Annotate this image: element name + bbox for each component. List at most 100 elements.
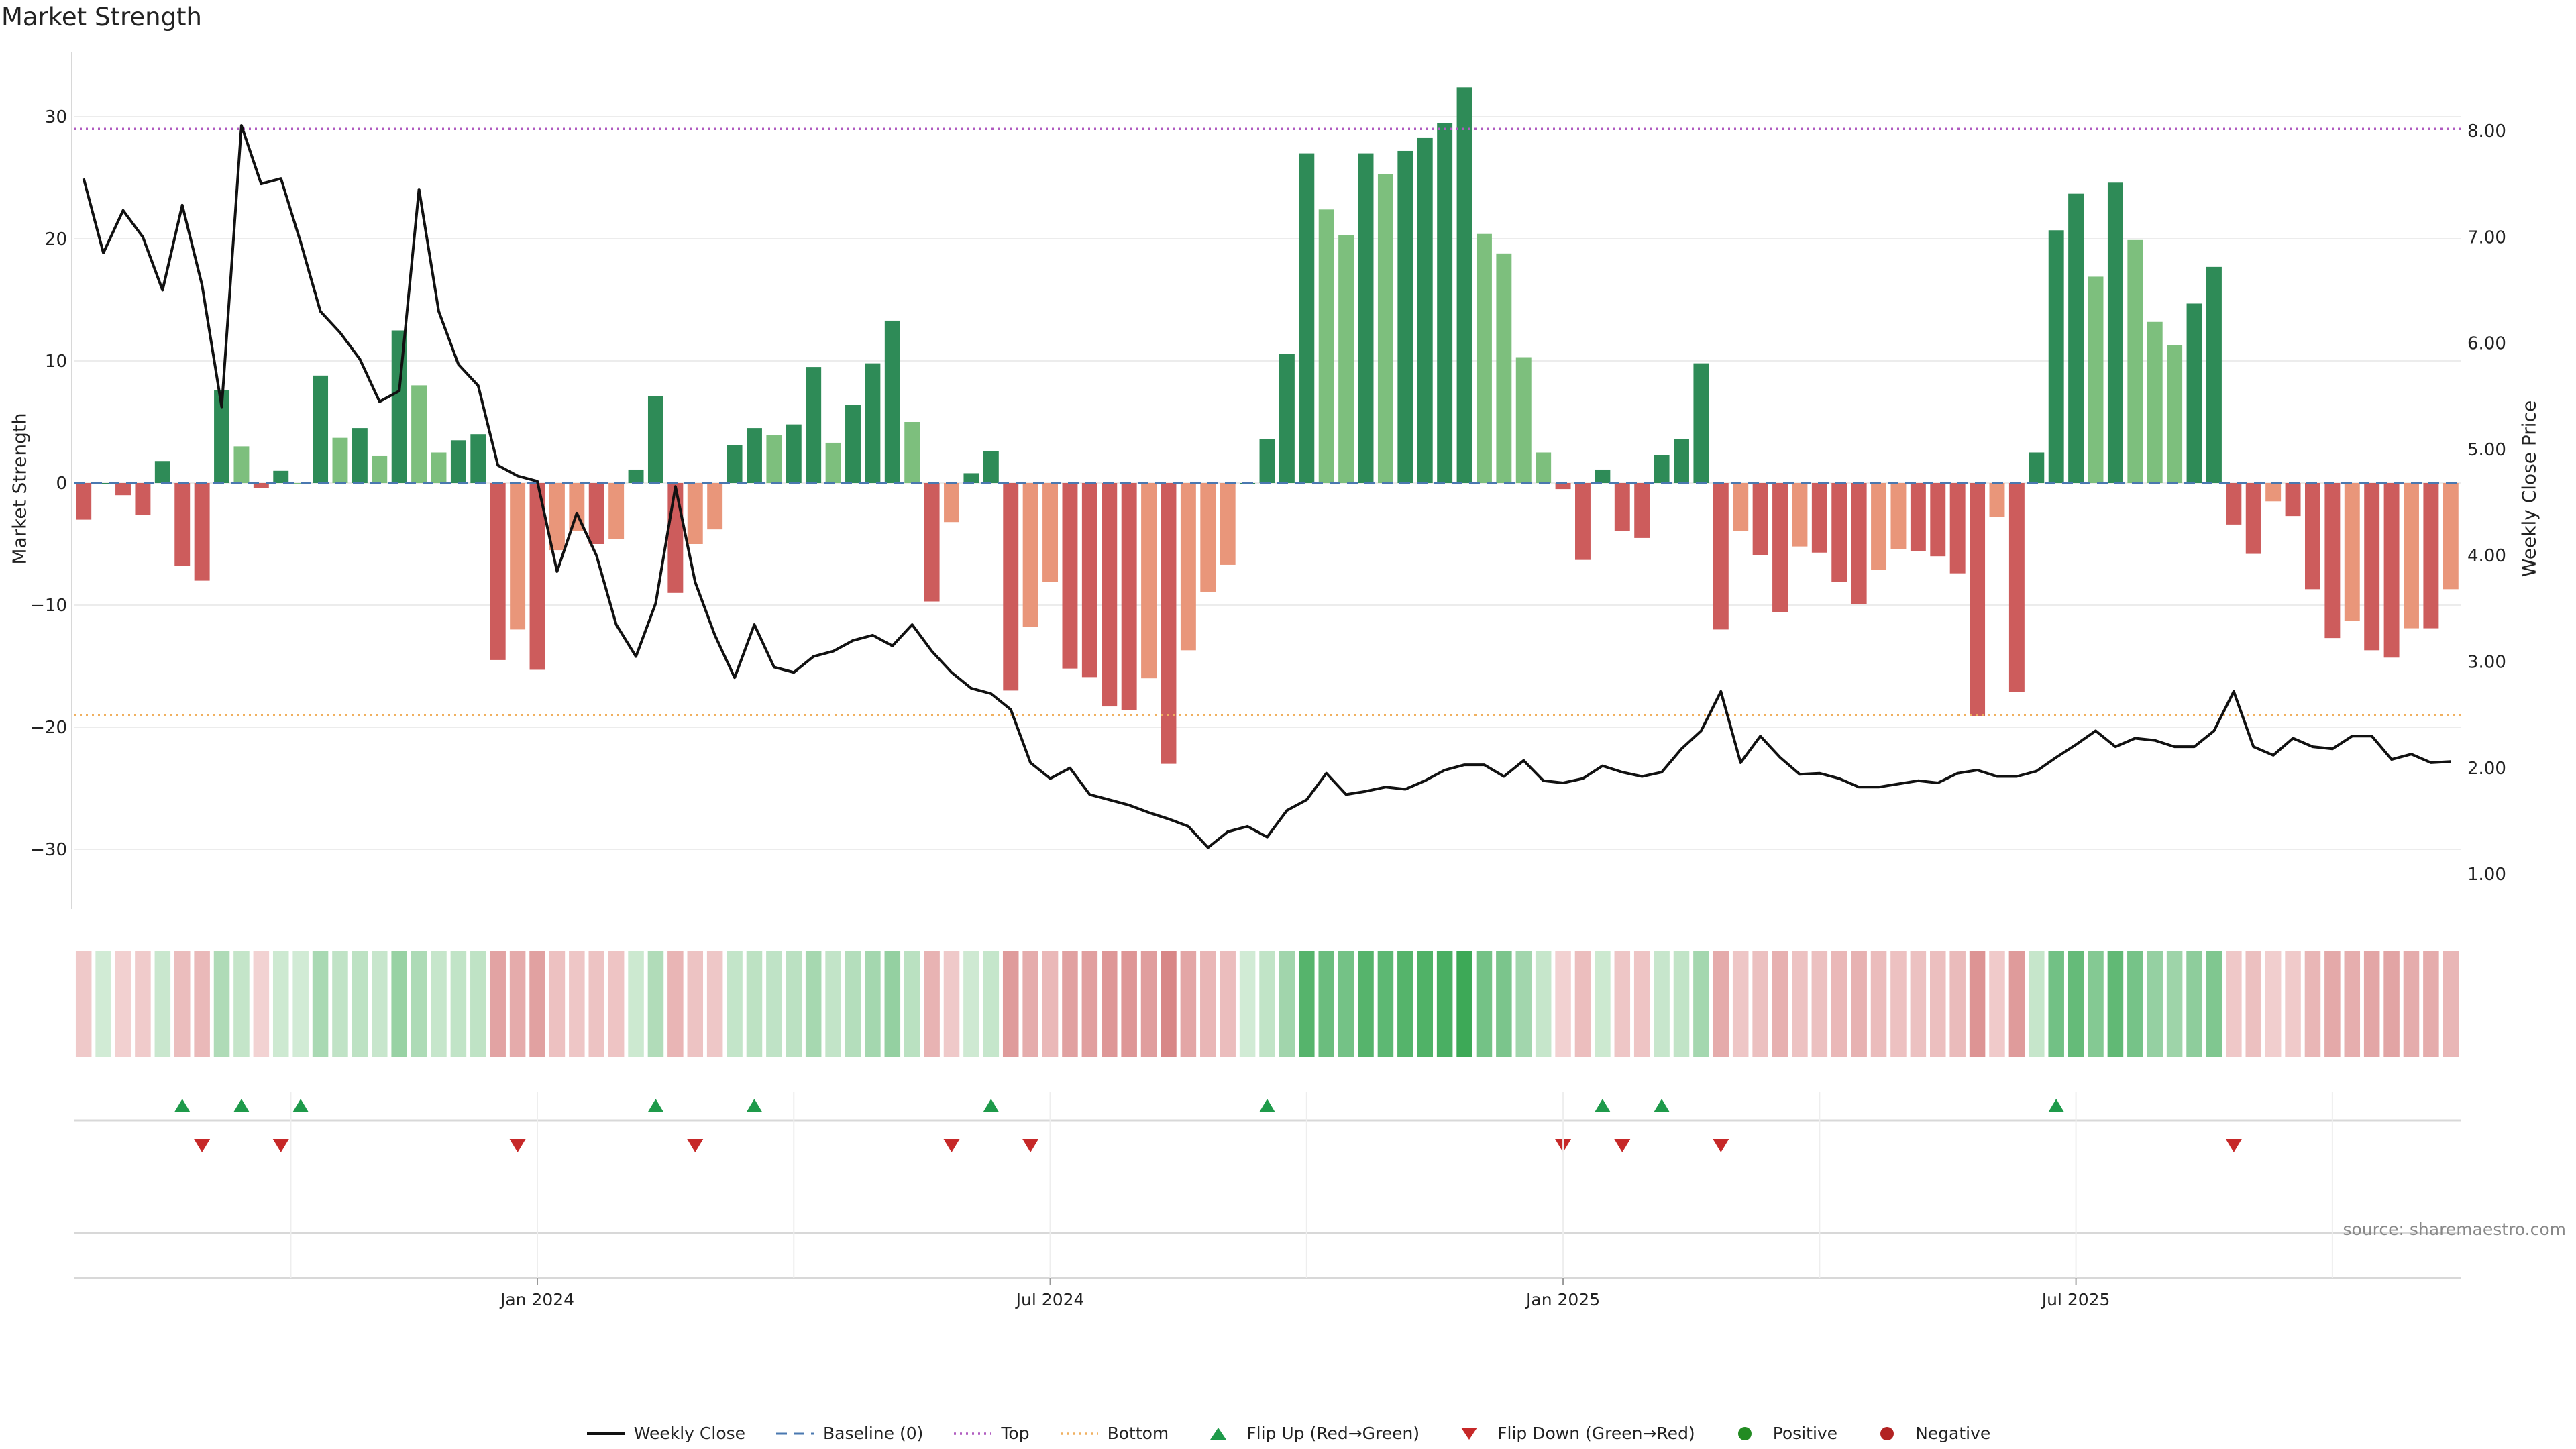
strength-bar	[1536, 452, 1552, 483]
legend-item-baseline: Baseline (0)	[775, 1424, 923, 1443]
axes	[71, 52, 2461, 1279]
heat-cell	[2147, 951, 2163, 1057]
strength-bar	[1042, 483, 1059, 582]
strength-bar	[1515, 357, 1532, 483]
strength-bar	[431, 452, 447, 483]
x-tick-label: Jul 2024	[1015, 1290, 1085, 1309]
strength-bar	[1417, 137, 1433, 483]
heat-cell	[1358, 951, 1374, 1057]
strength-bar	[352, 428, 368, 483]
strength-bar	[1654, 455, 1670, 483]
strength-bar	[687, 483, 703, 544]
heat-cell	[943, 951, 960, 1057]
strength-bar	[1437, 123, 1453, 484]
strength-bar	[727, 445, 743, 483]
strength-bar	[963, 473, 979, 483]
heat-cell	[1318, 951, 1334, 1057]
strength-bar	[194, 483, 210, 581]
heat-cell	[1081, 951, 1098, 1057]
y2-axis-label: Weekly Close Price	[2518, 400, 2540, 578]
strength-bar	[233, 446, 250, 483]
strength-bar	[154, 461, 170, 483]
strength-bar	[2383, 483, 2400, 658]
x-ticks: Jan 2024 Jul 2024 Jan 2025 Jul 2025	[290, 1092, 2333, 1309]
heat-cell	[1555, 951, 1571, 1057]
strength-bar	[647, 396, 663, 483]
strength-bar	[490, 483, 506, 660]
strength-bar	[628, 469, 644, 483]
heat-cell	[1831, 951, 1847, 1057]
heat-cell	[1279, 951, 1295, 1057]
y2-tick-label: 6.00	[2467, 334, 2506, 354]
heat-cell	[470, 951, 486, 1057]
chart-title: Market Strength	[1, 3, 202, 32]
flip-up-marker	[2048, 1099, 2065, 1112]
heat-cell	[1870, 951, 1887, 1057]
strength-bar	[1674, 439, 1689, 483]
y-tick-label: −20	[30, 718, 67, 738]
y-tick-label: 0	[56, 474, 67, 494]
heat-cell	[865, 951, 881, 1057]
strength-bar	[1792, 483, 1808, 547]
flip-down-marker	[194, 1139, 211, 1152]
heat-cell	[805, 951, 822, 1057]
legend-item-line: Weekly Close	[586, 1424, 745, 1443]
strength-bar	[470, 434, 486, 483]
flip-markers	[174, 1099, 2242, 1152]
heat-cell	[1239, 951, 1256, 1057]
heat-cell	[2226, 951, 2242, 1057]
heat-cell	[1002, 951, 1019, 1057]
heat-cell	[1792, 951, 1808, 1057]
strength-bar	[1634, 483, 1650, 538]
strength-bar	[1299, 153, 1315, 483]
strength-bar	[1062, 483, 1078, 669]
strength-bar	[1910, 483, 1926, 551]
flip-down-marker	[1614, 1139, 1631, 1152]
heat-cell	[1121, 951, 1137, 1057]
heat-cell	[1595, 951, 1611, 1057]
strength-bar	[529, 483, 545, 670]
legend-label: Negative	[1915, 1424, 1991, 1443]
strength-bar	[766, 435, 782, 483]
y2-tick-label: 3.00	[2467, 653, 2506, 673]
strength-bar	[924, 483, 940, 602]
strength-bar	[2008, 483, 2025, 692]
reference-lines	[74, 127, 2461, 716]
heat-cell	[687, 951, 704, 1057]
heat-cell	[825, 951, 841, 1057]
y-tick-label: 30	[45, 107, 67, 127]
heat-cell	[1713, 951, 1729, 1057]
strength-bar	[1831, 483, 1847, 582]
heat-cell	[2029, 951, 2045, 1057]
flip-down-marker	[687, 1139, 704, 1152]
heat-cell	[391, 951, 407, 1057]
strength-bar	[510, 483, 526, 630]
strength-bar	[2127, 239, 2143, 483]
heat-cell	[2186, 951, 2202, 1057]
heat-cell	[1890, 951, 1907, 1057]
strength-bar	[1259, 439, 1275, 483]
strength-bar	[1693, 363, 1709, 483]
flip-down-marker	[272, 1139, 289, 1152]
y2-tick-label: 8.00	[2467, 121, 2506, 142]
legend-item-bottom: Bottom	[1059, 1424, 1169, 1443]
heat-cell	[766, 951, 782, 1057]
strength-bar	[2423, 483, 2439, 629]
strength-bar	[2364, 483, 2380, 651]
heat-cell	[845, 951, 861, 1057]
baseline-swatch	[776, 1432, 814, 1434]
strength-bar	[1141, 483, 1157, 679]
heat-cell	[1436, 951, 1453, 1057]
strength-bar	[747, 428, 762, 483]
heat-cell	[2048, 951, 2064, 1057]
heat-cell	[2304, 951, 2321, 1057]
strength-bar	[391, 330, 407, 483]
heat-cell	[549, 951, 566, 1057]
heat-cell	[1811, 951, 1828, 1057]
strength-bar	[273, 470, 289, 483]
heat-cell	[95, 951, 111, 1057]
heat-cell	[2344, 951, 2361, 1057]
strength-bar	[2147, 321, 2163, 483]
strength-bar	[313, 375, 329, 483]
price-line-layer	[82, 124, 2451, 849]
